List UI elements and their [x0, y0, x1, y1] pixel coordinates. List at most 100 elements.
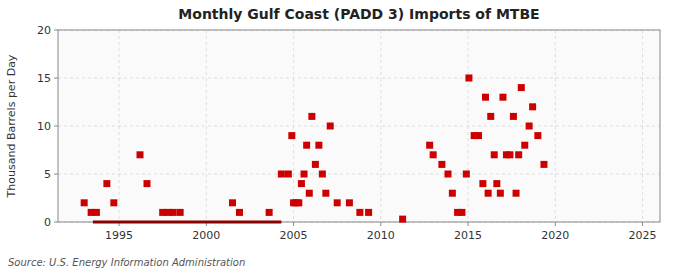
x-grid-line: [293, 30, 294, 222]
y-tick: [54, 78, 58, 79]
scatter-point: [482, 94, 489, 101]
scatter-point: [81, 199, 88, 206]
y-grid-line: [58, 174, 660, 175]
x-tick: [642, 222, 643, 226]
scatter-point: [491, 151, 498, 158]
scatter-point: [463, 171, 470, 178]
scatter-point: [521, 142, 528, 149]
scatter-point: [177, 209, 184, 216]
source-note: Source: U.S. Energy Information Administ…: [8, 257, 245, 268]
x-tick-label: 2005: [280, 229, 308, 242]
scatter-point: [137, 151, 144, 158]
x-grid-line: [555, 30, 556, 222]
scatter-point: [303, 142, 310, 149]
grid: [58, 30, 660, 222]
y-tick-label: 5: [44, 168, 51, 181]
scatter-point: [229, 199, 236, 206]
axes: 0 5 10 15 20 1995 2000 2005 2010 2015 2020 2025: [37, 24, 657, 242]
x-tick-label: 2025: [629, 229, 657, 242]
scatter-point: [319, 171, 326, 178]
scatter-point: [170, 209, 177, 216]
scatter-point: [444, 171, 451, 178]
chart-svg: 0 5 10 15 20 1995 2000 2005 2010 2015 2020 2025 Mont…: [0, 0, 675, 275]
scatter-point: [497, 190, 504, 197]
scatter-point: [278, 171, 285, 178]
scatter-point: [438, 161, 445, 168]
scatter-point: [266, 209, 273, 216]
y-tick: [54, 174, 58, 175]
x-tick: [468, 222, 469, 226]
x-grid-line: [468, 30, 469, 222]
scatter-point: [346, 199, 353, 206]
scatter-point: [493, 180, 500, 187]
x-tick: [380, 222, 381, 226]
scatter-point: [518, 84, 525, 91]
scatter-point: [301, 171, 308, 178]
scatter-point: [295, 199, 302, 206]
scatter-point: [93, 209, 100, 216]
chart-title: Monthly Gulf Coast (PADD 3) Imports of M…: [178, 6, 539, 22]
x-grid-line: [380, 30, 381, 222]
scatter-point: [110, 199, 117, 206]
scatter-point: [487, 113, 494, 120]
scatter-point: [499, 94, 506, 101]
x-grid-line: [119, 30, 120, 222]
scatter-point: [288, 132, 295, 139]
scatter-point: [306, 190, 313, 197]
scatter-point: [426, 142, 433, 149]
scatter-point: [399, 216, 406, 223]
scatter-point: [327, 123, 334, 130]
x-tick: [555, 222, 556, 226]
scatter-point: [103, 180, 110, 187]
y-tick: [54, 126, 58, 127]
plot-background: [58, 30, 660, 222]
scatter-point: [356, 209, 363, 216]
scatter-point: [465, 75, 472, 82]
marks: [81, 75, 548, 223]
y-axis-label: Thousand Barrels per Day: [5, 54, 18, 198]
y-grid-line: [58, 78, 660, 79]
x-tick-label: 2020: [541, 229, 569, 242]
scatter-point: [485, 190, 492, 197]
y-tick: [54, 30, 58, 31]
plot-frame: [58, 30, 660, 222]
scatter-point: [506, 151, 513, 158]
scatter-point: [236, 209, 243, 216]
y-tick-label: 0: [44, 216, 51, 229]
scatter-point: [475, 132, 482, 139]
scatter-point: [315, 142, 322, 149]
x-grid-line: [206, 30, 207, 222]
x-tick: [293, 222, 294, 226]
x-tick-label: 1995: [105, 229, 133, 242]
x-tick-label: 2010: [367, 229, 395, 242]
scatter-point: [312, 161, 319, 168]
y-grid-line: [58, 126, 660, 127]
scatter-point: [513, 190, 520, 197]
scatter-point: [458, 209, 465, 216]
scatter-point: [430, 151, 437, 158]
x-tick-label: 2015: [454, 229, 482, 242]
scatter-point: [526, 123, 533, 130]
scatter-point: [143, 180, 150, 187]
chart-container: 0 5 10 15 20 1995 2000 2005 2010 2015 2020 2025 Mont…: [0, 0, 675, 275]
scatter-point: [529, 103, 536, 110]
y-tick-label: 20: [37, 24, 51, 37]
scatter-point: [479, 180, 486, 187]
baseline-line: [93, 221, 281, 224]
scatter-point: [285, 171, 292, 178]
scatter-point: [534, 132, 541, 139]
x-grid-line: [642, 30, 643, 222]
y-tick-label: 15: [37, 72, 51, 85]
y-tick: [54, 222, 58, 223]
scatter-point: [510, 113, 517, 120]
scatter-point: [540, 161, 547, 168]
scatter-point: [515, 151, 522, 158]
x-tick-label: 2000: [192, 229, 220, 242]
scatter-point: [365, 209, 372, 216]
scatter-point: [322, 190, 329, 197]
scatter-point: [298, 180, 305, 187]
scatter-point: [449, 190, 456, 197]
scatter-point: [334, 199, 341, 206]
y-tick-label: 10: [37, 120, 51, 133]
scatter-point: [308, 113, 315, 120]
